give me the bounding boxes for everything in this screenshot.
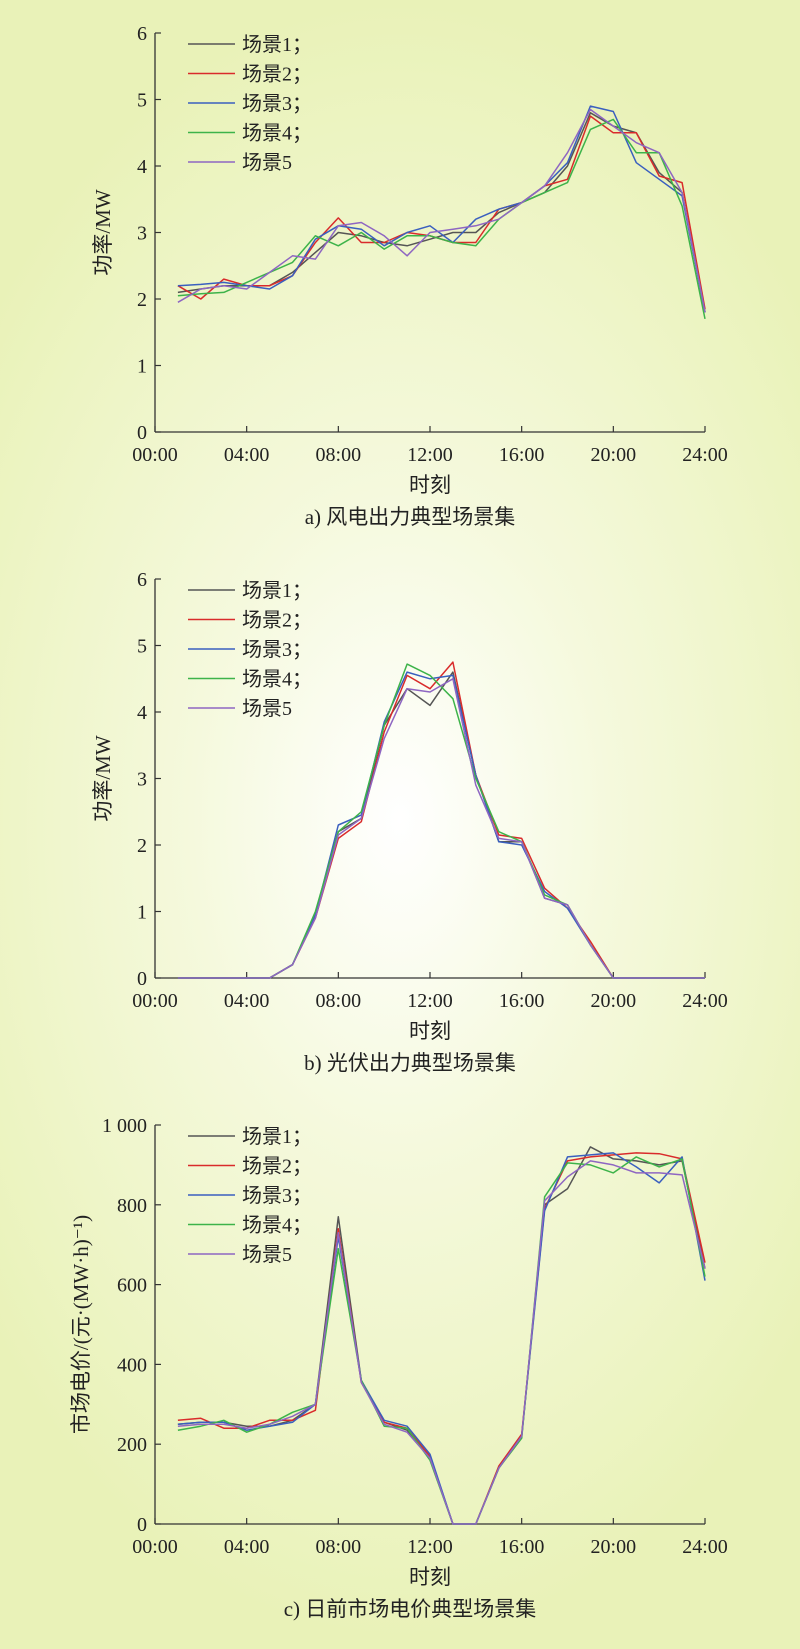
x-tick-label: 12:00 [407, 1536, 453, 1558]
legend-label-4: 场景4； [242, 668, 312, 691]
legend-label-5: 场景5 [242, 1243, 292, 1266]
y-tick-label: 800 [117, 1195, 147, 1217]
y-tick-label: 200 [117, 1434, 147, 1456]
series-line-3 [177, 1152, 706, 1525]
x-tick-label: 04:00 [224, 990, 270, 1012]
x-axis-label: 时刻 [409, 1019, 451, 1043]
legend-label-5: 场景5 [242, 697, 292, 720]
y-tick-label: 2 [137, 835, 147, 857]
y-tick-label: 5 [137, 90, 147, 112]
legend-label-4: 场景4； [242, 122, 312, 145]
series-line-2 [177, 115, 706, 310]
x-tick-label: 20:00 [591, 990, 637, 1012]
legend-label-5: 场景5 [242, 151, 292, 174]
y-axis-label: 功率/MW [91, 189, 115, 276]
y-tick-label: 0 [137, 422, 147, 444]
chart-panel-solar: b) 光伏出力典型场景集 时刻 功率/MW 0 1 2 3 4 5 6 00:00 04:00 0… [91, 569, 728, 1075]
x-tick-label: 08:00 [316, 444, 362, 466]
chart-panel-wind: a) 风电出力典型场景集 时刻 功率/MW 0 1 2 3 4 5 6 00:00 04:00 0… [91, 23, 728, 529]
y-tick-label: 1 [137, 356, 147, 378]
x-tick-label: 16:00 [499, 1536, 545, 1558]
x-tick-label: 00:00 [132, 444, 178, 466]
legend-label-3: 场景3； [242, 638, 312, 661]
x-tick-label: 20:00 [591, 444, 637, 466]
x-axis-label: 时刻 [409, 473, 451, 497]
x-axis-label: 时刻 [409, 1565, 451, 1589]
x-tick-label: 24:00 [682, 990, 728, 1012]
series-line-4 [177, 118, 706, 320]
legend-label-4: 场景4； [242, 1214, 312, 1237]
legend-label-3: 场景3； [242, 92, 312, 115]
x-tick-label: 00:00 [132, 990, 178, 1012]
legend-label-2: 场景2； [242, 609, 312, 632]
x-tick-label: 12:00 [407, 990, 453, 1012]
x-tick-label: 16:00 [499, 990, 545, 1012]
y-tick-label: 400 [117, 1354, 147, 1376]
x-tick-label: 08:00 [316, 1536, 362, 1558]
chart-caption: a) 风电出力典型场景集 [305, 505, 516, 529]
y-tick-label: 3 [137, 223, 147, 245]
x-tick-label: 12:00 [407, 444, 453, 466]
legend-label-2: 场景2； [242, 63, 312, 86]
y-tick-label: 3 [137, 769, 147, 791]
y-tick-label: 5 [137, 636, 147, 658]
y-tick-label: 0 [137, 968, 147, 990]
x-tick-label: 04:00 [224, 1536, 270, 1558]
series-line-2 [177, 1152, 706, 1525]
y-tick-label: 4 [137, 702, 147, 724]
y-tick-label: 600 [117, 1275, 147, 1297]
y-tick-label: 1 [137, 902, 147, 924]
series-line-5 [177, 678, 705, 979]
series-line-4 [177, 1156, 706, 1525]
y-tick-label: 1 000 [102, 1115, 147, 1137]
series-line-5 [177, 1160, 706, 1525]
y-tick-label: 6 [137, 569, 147, 591]
legend-label-2: 场景2； [242, 1155, 312, 1178]
y-tick-label: 6 [137, 23, 147, 45]
x-tick-label: 08:00 [316, 990, 362, 1012]
legend-label-1: 场景1； [242, 579, 312, 602]
legend-label-1: 场景1； [242, 33, 312, 56]
y-tick-label: 4 [137, 156, 147, 178]
y-tick-label: 0 [137, 1514, 147, 1536]
chart-caption: b) 光伏出力典型场景集 [304, 1051, 516, 1075]
x-tick-label: 20:00 [591, 1536, 637, 1558]
series-line-3 [177, 105, 706, 313]
chart-caption: c) 日前市场电价典型场景集 [284, 1597, 537, 1621]
x-tick-label: 00:00 [132, 1536, 178, 1558]
x-tick-label: 24:00 [682, 1536, 728, 1558]
x-tick-label: 16:00 [499, 444, 545, 466]
series-line-5 [177, 108, 706, 313]
legend-label-3: 场景3； [242, 1184, 312, 1207]
y-axis-label: 功率/MW [91, 735, 115, 822]
legend-label-1: 场景1； [242, 1125, 312, 1148]
chart-panel-price: c) 日前市场电价典型场景集 时刻 市场电价/(元·(MW·h)⁻¹) 0 200… [69, 1115, 728, 1621]
y-axis-label: 市场电价/(元·(MW·h)⁻¹) [69, 1215, 93, 1434]
x-tick-label: 24:00 [682, 444, 728, 466]
y-tick-label: 2 [137, 289, 147, 311]
x-tick-label: 04:00 [224, 444, 270, 466]
